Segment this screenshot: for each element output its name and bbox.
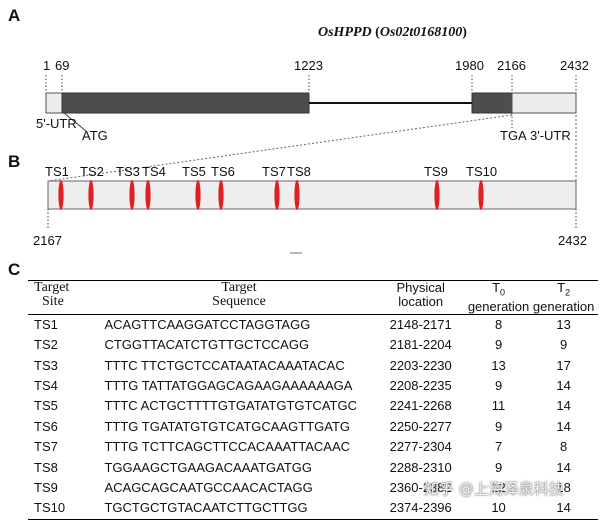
utr3-label: 3'-UTR [530, 128, 571, 143]
site-mark-ts1 [58, 180, 64, 210]
atg-label: ATG [82, 128, 108, 143]
table-row: TS5 TTTC ACTGCTTTTGTGATATGTGTCATGC 2241-22… [34, 398, 571, 414]
site-mark-ts5 [195, 180, 201, 210]
site-label-ts1: TS1 [45, 164, 69, 179]
table-row: TS4 TTTG TATTATGGAGCAGAAGAAAAAAGA 2208-223… [34, 377, 571, 393]
site-label-ts9: TS9 [424, 164, 448, 179]
table-row: TS3 TTTC TTCTGCTCCATAATACAAATACAC 2203-223… [34, 357, 571, 373]
site-label-ts4: TS4 [142, 164, 166, 179]
table-row: TS1 ACAGTTCAAGGATCCTAGGTAGG 2148-2171 8 13 [34, 316, 571, 332]
header-target-site: Target Site [34, 280, 70, 309]
gene-title: OsHPPD (Os02t0168100) [318, 25, 467, 40]
utr3-box [511, 92, 577, 114]
zoom-start-coord: 2167 [33, 233, 62, 248]
utr5-box [45, 92, 63, 114]
site-label-ts3: TS3 [116, 164, 140, 179]
panel-label-b: B [8, 152, 21, 171]
target-site-table: Target Site Target Sequence Physical locati… [28, 280, 598, 520]
site-label-ts8: TS8 [287, 164, 311, 179]
coord-1980: 1980 [455, 58, 484, 73]
table-row: TS9 ACAGCAGCAATGCCAACACTAGG 2360-2382 12 18 [34, 479, 571, 495]
site-label-ts7: TS7 [262, 164, 286, 179]
coord-1223: 1223 [294, 58, 323, 73]
site-mark-ts7 [274, 180, 280, 210]
table-row: TS10 TGCTGCTGTACAATCTTGCTTGG 2374-2396 10 14 [28, 498, 598, 519]
coord-1: 1 [43, 58, 51, 73]
site-mark-ts2 [88, 180, 94, 210]
exon1-box [61, 92, 310, 114]
utr5-label: 5'-UTR [36, 116, 77, 131]
target-site-marks [58, 180, 484, 210]
site-mark-ts6 [218, 180, 224, 210]
panel-label-c: C [8, 260, 21, 279]
coord-2432: 2432 [560, 58, 589, 73]
site-mark-ts4 [145, 180, 151, 210]
panel-label-a: A [8, 6, 21, 25]
header-t2-generation: T2 generation [532, 280, 595, 314]
table-row: TS6 TTTG TGATATGTGTCATGCAAGTTGATG 2250-227… [34, 418, 571, 434]
header-physical-location: Physical location [396, 280, 445, 309]
coord-2166: 2166 [497, 58, 526, 73]
tga-label: TGA [500, 128, 527, 143]
header-t0-generation: T0 generation [467, 280, 530, 314]
site-label-ts5: TS5 [182, 164, 206, 179]
table-row: TS7 TTTG TCTTCAGCTTCCACAAATTACAAC 2277-230… [34, 439, 568, 455]
site-mark-ts10 [478, 180, 484, 210]
exon2-box [471, 92, 513, 114]
table-row: TS2 CTGGTTACATCTGTTGCTCCAGG 2181-2204 9 9 [34, 337, 568, 353]
table-header-row: Target Site Target Sequence Physical locati… [28, 280, 598, 315]
site-label-ts10: TS10 [466, 164, 498, 179]
site-label-ts6: TS6 [211, 164, 235, 179]
site-label-ts2: TS2 [80, 164, 104, 179]
coord-69: 69 [55, 58, 70, 73]
zoom-end-coord: 2432 [558, 233, 587, 248]
site-mark-ts9 [434, 180, 440, 210]
site-mark-ts3 [129, 180, 135, 210]
site-mark-ts8 [294, 180, 300, 210]
watermark: 知乎 @上海泽泉科技 [424, 480, 564, 498]
header-target-sequence: Target Sequence [212, 280, 266, 309]
zoom-bar [47, 180, 577, 210]
table-row: TS8 TGGAAGCTGAAGACAAATGATGG 2288-2310 9 14 [34, 459, 571, 475]
